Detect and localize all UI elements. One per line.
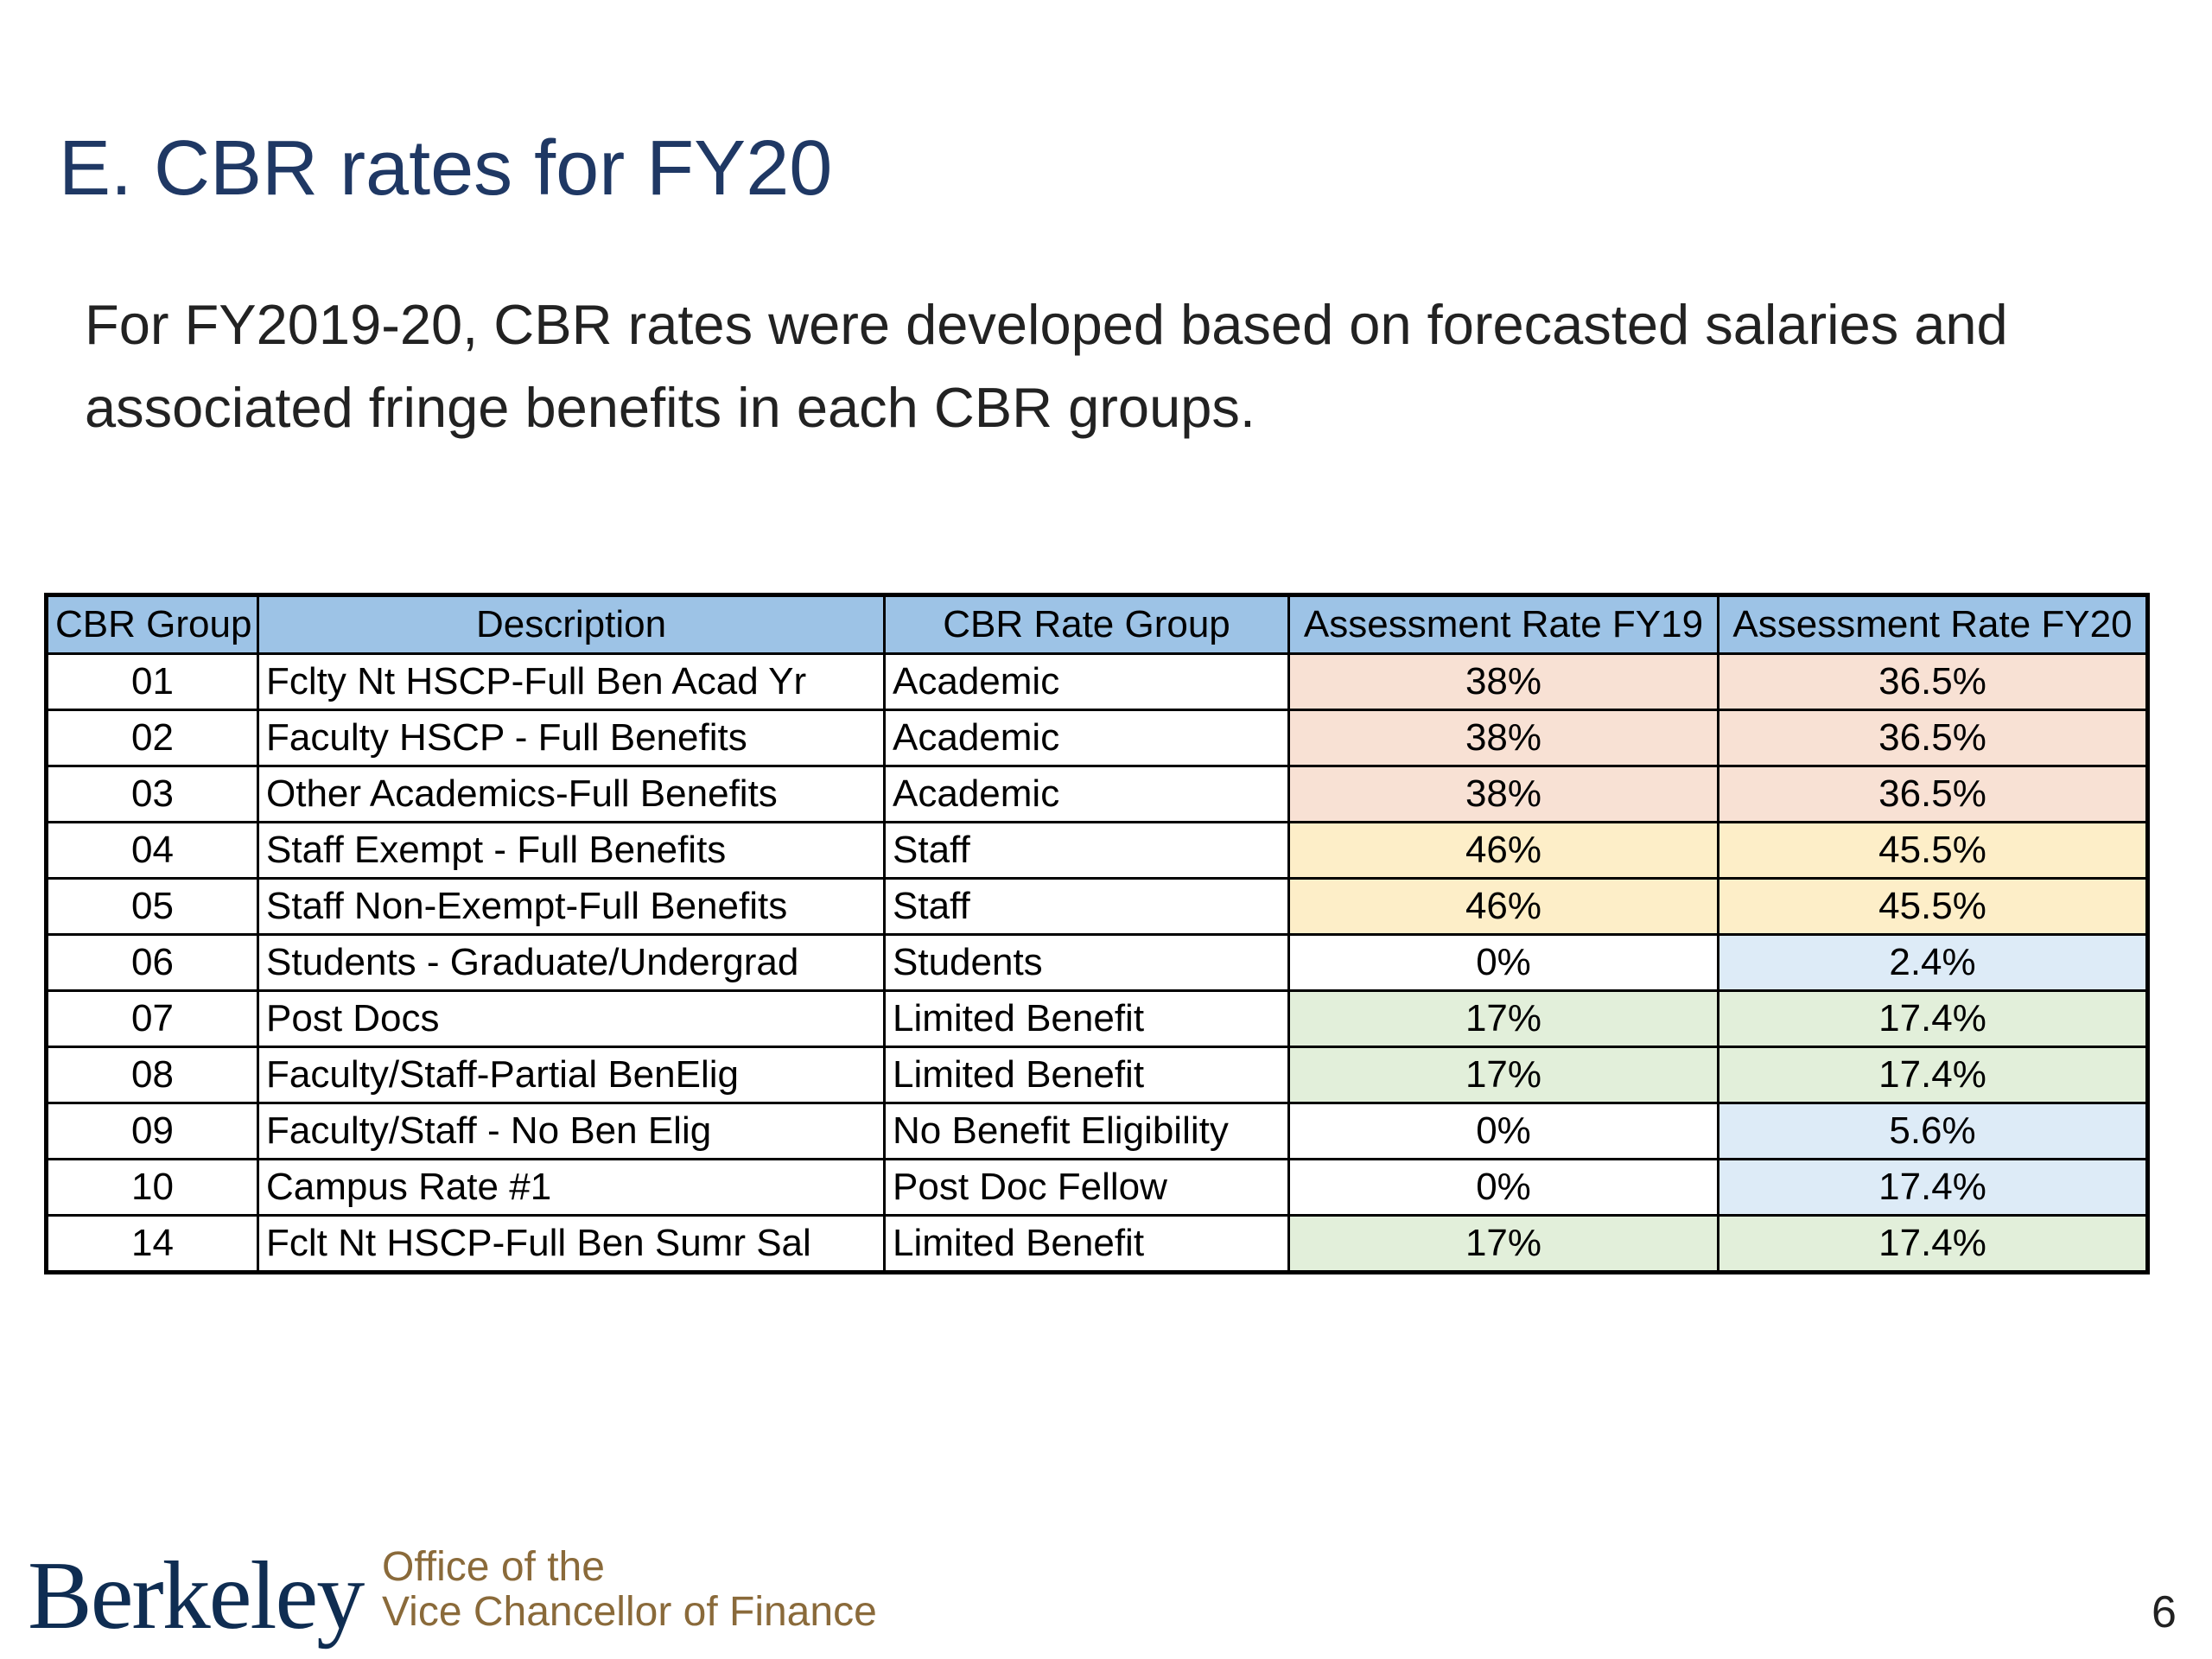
cell-assessment-rate-fy19: 46% (1287, 877, 1719, 936)
cell-cbr-rate-group: Limited Benefit (883, 1046, 1290, 1104)
cell-assessment-rate-fy19: 17% (1287, 1046, 1719, 1104)
cell-cbr-rate-group: No Benefit Eligibility (883, 1102, 1290, 1160)
cell-description: Fclt Nt HSCP-Full Ben Sumr Sal (257, 1214, 886, 1274)
cell-cbr-group: 05 (45, 877, 259, 936)
table-row: 03 Other Academics-Full Benefits Academic 3… (45, 765, 2149, 823)
cell-assessment-rate-fy20: 17.4% (1717, 1046, 2149, 1104)
table-body: 01 Fclty Nt HSCP-Full Ben Acad Yr Academic… (45, 652, 2149, 1274)
cell-assessment-rate-fy19: 46% (1287, 821, 1719, 880)
cell-assessment-rate-fy20: 45.5% (1717, 821, 2149, 880)
intro-text: For FY2019-20, CBR rates were developed … (85, 293, 2008, 439)
cell-assessment-rate-fy19: 0% (1287, 1102, 1719, 1160)
header-description: Description (257, 594, 886, 655)
cell-description: Faculty/Staff - No Ben Elig (257, 1102, 886, 1160)
cell-cbr-group: 01 (45, 652, 259, 711)
header-cbr-rate-group: CBR Rate Group (883, 594, 1290, 655)
cell-cbr-group: 02 (45, 709, 259, 767)
cell-assessment-rate-fy19: 17% (1287, 989, 1719, 1048)
cell-description: Staff Non-Exempt-Full Benefits (257, 877, 886, 936)
table-row: 05 Staff Non-Exempt-Full Benefits Staff 46%… (45, 877, 2149, 936)
header-assessment-rate-fy19: Assessment Rate FY19 (1287, 594, 1719, 655)
cell-cbr-rate-group: Staff (883, 877, 1290, 936)
table-row: 14 Fclt Nt HSCP-Full Ben Sumr Sal Limited … (45, 1214, 2149, 1274)
table-row: 10 Campus Rate #1 Post Doc Fellow 0% 17.4% (45, 1158, 2149, 1217)
office-line-1: Office of the (382, 1544, 605, 1590)
cell-assessment-rate-fy20: 17.4% (1717, 1158, 2149, 1217)
cell-assessment-rate-fy20: 45.5% (1717, 877, 2149, 936)
cell-assessment-rate-fy19: 0% (1287, 933, 1719, 992)
cell-description: Fclty Nt HSCP-Full Ben Acad Yr (257, 652, 886, 711)
page-number: 6 (2152, 1587, 2177, 1637)
header-assessment-rate-fy20: Assessment Rate FY20 (1717, 594, 2149, 655)
cell-cbr-group: 10 (45, 1158, 259, 1217)
slide-title: E. CBR rates for FY20 (59, 125, 833, 212)
cell-cbr-group: 04 (45, 821, 259, 880)
cell-assessment-rate-fy20: 36.5% (1717, 652, 2149, 711)
cell-description: Post Docs (257, 989, 886, 1048)
cell-cbr-rate-group: Staff (883, 821, 1290, 880)
cell-assessment-rate-fy19: 17% (1287, 1214, 1719, 1274)
office-line-2: Vice Chancellor of Finance (382, 1589, 877, 1635)
cell-assessment-rate-fy19: 0% (1287, 1158, 1719, 1217)
cell-assessment-rate-fy20: 36.5% (1717, 765, 2149, 823)
cell-cbr-rate-group: Academic (883, 652, 1290, 711)
table-row: 06 Students - Graduate/Undergrad Students 0… (45, 933, 2149, 992)
cell-cbr-rate-group: Students (883, 933, 1290, 992)
office-name: Office of the Vice Chancellor of Finance (382, 1545, 877, 1635)
cell-assessment-rate-fy19: 38% (1287, 709, 1719, 767)
cell-assessment-rate-fy20: 2.4% (1717, 933, 2149, 992)
cell-assessment-rate-fy19: 38% (1287, 765, 1719, 823)
cell-description: Staff Exempt - Full Benefits (257, 821, 886, 880)
table-row: 01 Fclty Nt HSCP-Full Ben Acad Yr Academic… (45, 652, 2149, 711)
cell-cbr-group: 09 (45, 1102, 259, 1160)
cell-cbr-rate-group: Academic (883, 709, 1290, 767)
cbr-rates-table: CBR Group Description CBR Rate Group Ass… (44, 593, 2150, 1274)
cell-cbr-group: 14 (45, 1214, 259, 1274)
table-row: 07 Post Docs Limited Benefit 17% 17.4% (45, 989, 2149, 1048)
cell-cbr-group: 08 (45, 1046, 259, 1104)
cell-description: Other Academics-Full Benefits (257, 765, 886, 823)
table-row: 09 Faculty/Staff - No Ben Elig No Benefit … (45, 1102, 2149, 1160)
cell-assessment-rate-fy20: 17.4% (1717, 989, 2149, 1048)
cell-cbr-rate-group: Limited Benefit (883, 1214, 1290, 1274)
berkeley-logo: Berkeley (28, 1542, 365, 1649)
cell-description: Faculty HSCP - Full Benefits (257, 709, 886, 767)
cell-description: Faculty/Staff-Partial BenElig (257, 1046, 886, 1104)
table-header-row: CBR Group Description CBR Rate Group Ass… (45, 594, 2149, 655)
table-row: 02 Faculty HSCP - Full Benefits Academic 38… (45, 709, 2149, 767)
cell-assessment-rate-fy19: 38% (1287, 652, 1719, 711)
cell-assessment-rate-fy20: 5.6% (1717, 1102, 2149, 1160)
cell-cbr-rate-group: Academic (883, 765, 1290, 823)
cell-description: Students - Graduate/Undergrad (257, 933, 886, 992)
cell-cbr-group: 03 (45, 765, 259, 823)
cell-description: Campus Rate #1 (257, 1158, 886, 1217)
cell-assessment-rate-fy20: 36.5% (1717, 709, 2149, 767)
cell-cbr-group: 07 (45, 989, 259, 1048)
cell-cbr-rate-group: Limited Benefit (883, 989, 1290, 1048)
cell-cbr-group: 06 (45, 933, 259, 992)
cell-cbr-rate-group: Post Doc Fellow (883, 1158, 1290, 1217)
table-row: 08 Faculty/Staff-Partial BenElig Limited B… (45, 1046, 2149, 1104)
table-row: 04 Staff Exempt - Full Benefits Staff 46% 45… (45, 821, 2149, 880)
header-cbr-group: CBR Group (45, 594, 259, 655)
cell-assessment-rate-fy20: 17.4% (1717, 1214, 2149, 1274)
